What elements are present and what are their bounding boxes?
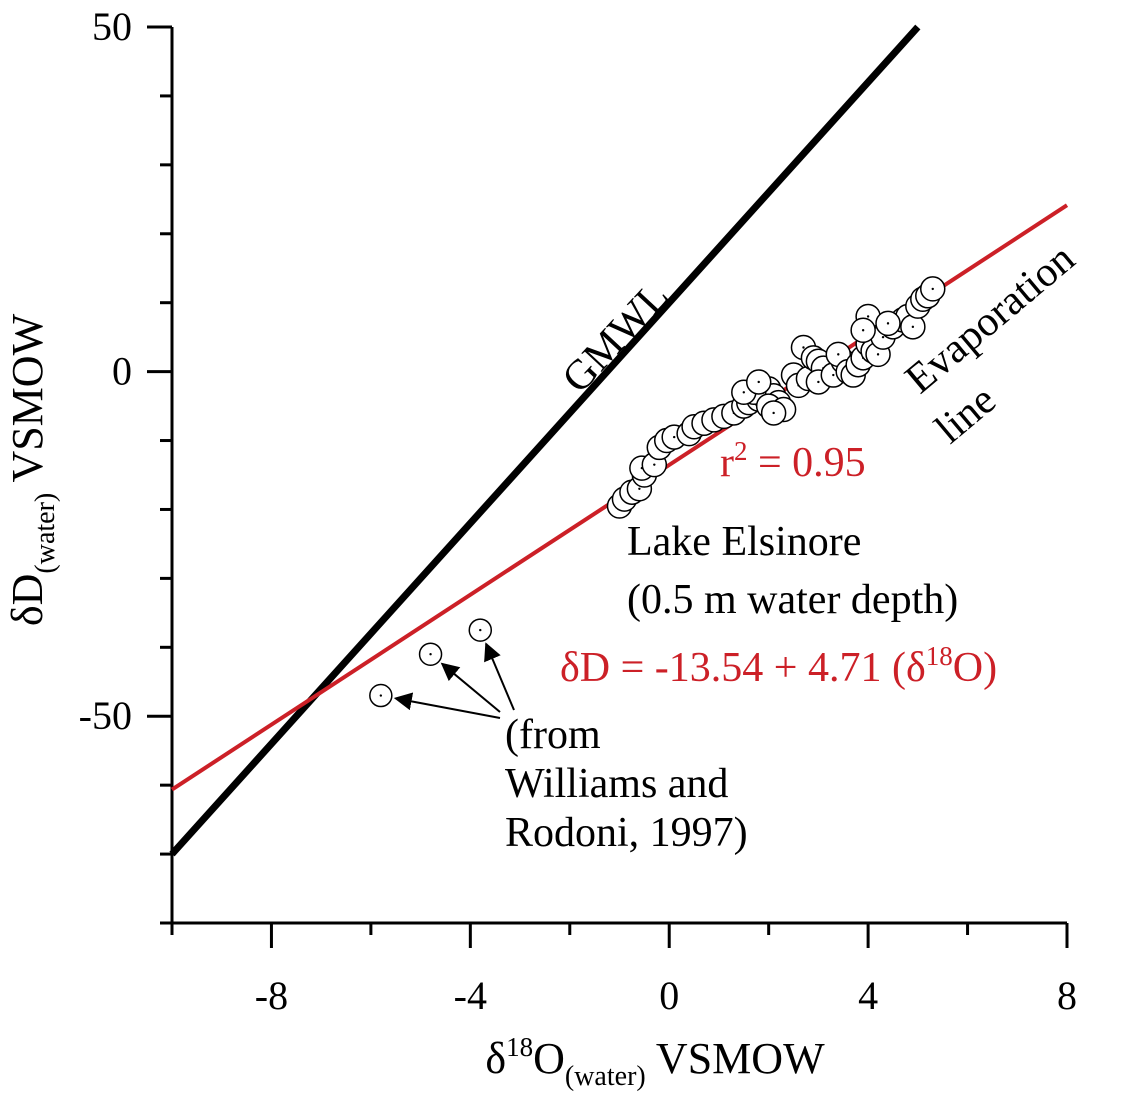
point-center <box>479 628 482 632</box>
ylabel-sub: (water) <box>30 493 61 574</box>
point-center <box>379 694 383 697</box>
x-tick-label: 8 <box>1057 973 1077 1018</box>
point-center <box>837 353 840 356</box>
lake-data-point <box>850 317 876 344</box>
ylabel-tail: VSMOW <box>3 313 52 492</box>
literature-data-point <box>418 642 443 666</box>
point-center <box>931 287 934 291</box>
point-center <box>429 653 432 656</box>
x-tick-label: -8 <box>255 973 288 1018</box>
xlabel-main: δ <box>485 1034 506 1083</box>
x-axis-title: δ18O(water) VSMOW <box>485 1032 825 1092</box>
xlabel-sub: (water) <box>565 1061 646 1092</box>
point-center <box>802 346 805 349</box>
lake-label-line1: Lake Elsinore <box>627 519 861 565</box>
point-center <box>742 391 746 394</box>
equation-sup: 18 <box>926 641 953 671</box>
y-tick-label: 50 <box>92 4 132 49</box>
data-points <box>369 276 946 708</box>
gmwl-label: GMWL <box>554 273 678 402</box>
x-tick-label: 4 <box>858 973 878 1018</box>
equation-prefix: δD = -13.54 + 4.71 (δ <box>560 645 926 691</box>
y-tick-label: 0 <box>112 349 132 394</box>
point-center <box>757 380 760 384</box>
y-tick-label: -50 <box>79 693 132 738</box>
xlabel-tail: VSMOW <box>646 1034 825 1083</box>
literature-label-line1: (from <box>505 712 601 758</box>
literature-data-point <box>468 618 493 642</box>
point-center <box>772 411 775 415</box>
point-center <box>817 380 820 384</box>
xlabel-sup: 18 <box>506 1032 533 1062</box>
lake-data-point <box>745 369 772 395</box>
point-center <box>861 329 865 332</box>
lake-data-point <box>875 310 901 337</box>
axes: 50 0 -50 -8 -4 0 4 8 <box>79 4 1077 1018</box>
evaporation-label-line1: Evaporation <box>897 235 1084 402</box>
y-axis-title: δD(water) VSMOW <box>3 313 61 626</box>
lake-data-point <box>760 400 787 426</box>
literature-data-point <box>369 683 393 708</box>
ylabel-main: δD <box>3 574 52 627</box>
point-center <box>886 322 890 325</box>
point-center <box>911 325 915 329</box>
gmwl-line <box>169 24 921 857</box>
point-center <box>832 373 835 377</box>
point-center <box>866 315 870 318</box>
annotation-arrow <box>484 642 515 711</box>
literature-label-line3: Rodoni, 1997) <box>505 810 748 856</box>
annotation-arrow <box>440 662 501 713</box>
point-center <box>672 435 676 439</box>
point-center <box>876 353 880 356</box>
point-center <box>653 463 656 466</box>
x-tick-label: -4 <box>454 973 487 1018</box>
annotation-arrow <box>393 692 501 719</box>
labels: GMWL Evaporation line r2 = 0.95 Lake Els… <box>3 235 1084 1092</box>
x-tick-label: 0 <box>659 973 679 1018</box>
regression-equation: δD = -13.54 + 4.71 (δ18O) <box>560 641 997 691</box>
literature-label-line2: Williams and <box>505 761 728 807</box>
regression-lines <box>169 24 1069 857</box>
r2-prefix: r <box>720 440 734 486</box>
r-squared-label: r2 = 0.95 <box>720 436 866 486</box>
lake-label-line2: (0.5 m water depth) <box>627 577 958 623</box>
lake-data-point <box>920 276 946 302</box>
r2-sup: 2 <box>734 436 748 466</box>
point-center <box>638 487 641 490</box>
r2-suffix: = 0.95 <box>748 440 866 486</box>
annotation-arrows <box>393 642 515 719</box>
equation-suffix: O) <box>953 645 997 691</box>
point-center <box>881 335 885 339</box>
xlabel-after: O <box>533 1034 565 1083</box>
